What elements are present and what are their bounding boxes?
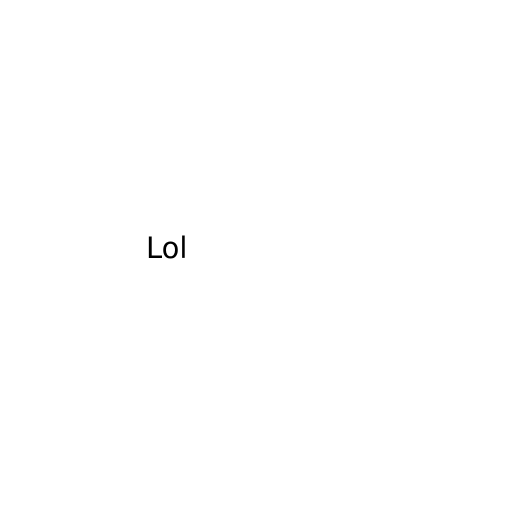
text-label: Lol [146, 231, 188, 265]
